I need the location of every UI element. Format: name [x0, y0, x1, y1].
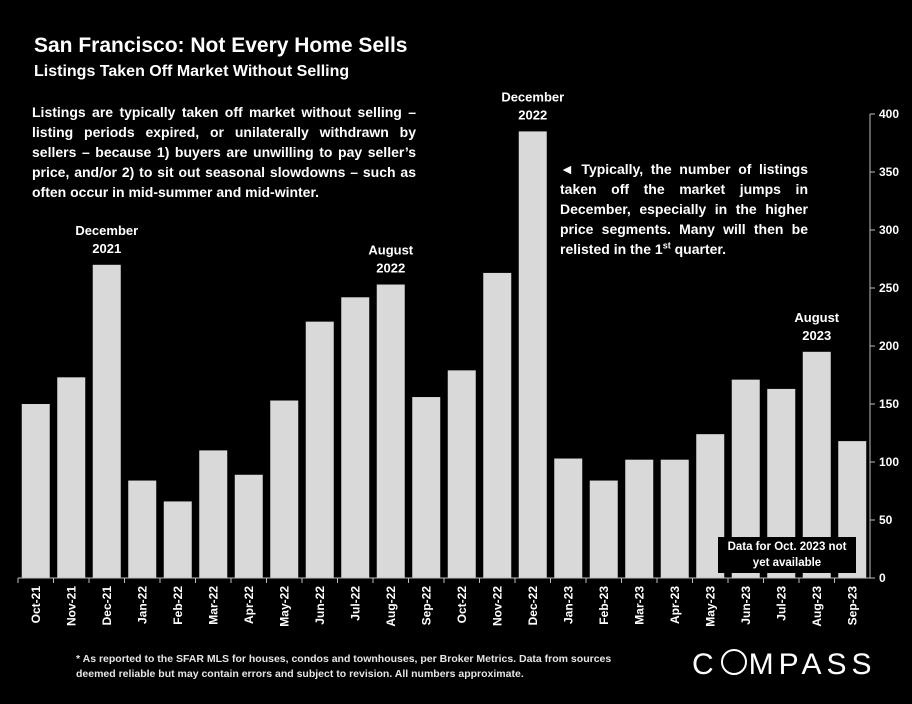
bar-Apr-23 [660, 459, 689, 578]
x-tick-label: Feb-23 [597, 586, 611, 625]
x-tick-label: Apr-22 [242, 586, 256, 624]
annotation-label: 2021 [92, 241, 121, 256]
bar-annotations: December 2021 August 2022 December 2022 August… [75, 89, 839, 342]
december-note: ◄ Typically, the number of listings take… [560, 159, 808, 259]
bar-Jan-22 [128, 480, 157, 578]
bar-Mar-23 [625, 459, 654, 578]
x-tick-label: Jul-22 [348, 586, 362, 621]
logo-letter-c: C [692, 648, 719, 681]
left-arrow-icon: ◄ [560, 161, 574, 177]
x-tick-label: Jun-23 [739, 586, 753, 625]
annotation-label: 2022 [518, 107, 547, 122]
x-tick-label: Apr-23 [668, 586, 682, 624]
bar-Nov-21 [57, 377, 86, 578]
x-tick-label: Aug-23 [810, 586, 824, 627]
y-axis: 0 50 100 150 200 250 300 350 400 [18, 107, 899, 585]
x-tick-label: Dec-22 [526, 586, 540, 626]
x-tick-label: May-22 [277, 586, 291, 627]
y-tick-label: 150 [879, 397, 899, 411]
x-tick-label: Sep-23 [845, 586, 859, 626]
y-tick-label: 200 [879, 339, 899, 353]
x-tick-label: Jun-22 [313, 586, 327, 625]
x-tick-label: May-23 [703, 586, 717, 627]
compass-logo: C MPASS [692, 648, 876, 682]
annotation-label: August [368, 243, 413, 258]
x-tick-label: Nov-21 [64, 586, 78, 626]
x-tick-label: Dec-21 [100, 586, 114, 626]
y-tick-label: 300 [879, 223, 899, 237]
note-text-end: quarter. [670, 241, 726, 257]
y-tick-label: 50 [879, 513, 893, 527]
x-tick-labels: Oct-21 Nov-21 Dec-21 Jan-22 Feb-22 Mar-22 Apr-… [17, 578, 859, 627]
bar-Jun-22 [305, 321, 334, 578]
bars-layer [21, 131, 867, 578]
bar-Jan-23 [554, 458, 583, 578]
logo-letters: MPASS [748, 648, 877, 681]
y-tick-label: 250 [879, 281, 899, 295]
x-tick-label: Mar-23 [632, 586, 646, 625]
bar-Oct-21 [21, 404, 50, 578]
bar-Oct-22 [447, 370, 476, 578]
logo-ring-icon [720, 649, 747, 675]
y-tick-label: 100 [879, 455, 899, 469]
bar-Feb-23 [589, 480, 618, 578]
chart-subtitle: Listings Taken Off Market Without Sellin… [34, 63, 350, 80]
no-data-note: Data for Oct. 2023 not yet available [718, 537, 856, 573]
note-text: Typically, the number of listings taken … [560, 161, 808, 257]
intro-text: Listings are typically taken off market … [32, 102, 416, 204]
annotation-label: December [501, 89, 564, 104]
x-tick-label: Oct-21 [29, 586, 43, 624]
x-tick-label: Jan-23 [561, 586, 575, 624]
bar-Feb-22 [163, 501, 192, 578]
bar-Mar-22 [199, 450, 228, 578]
bar-May-22 [270, 400, 299, 578]
annotation-label: 2022 [376, 261, 405, 276]
x-tick-label: Aug-22 [384, 586, 398, 627]
bar-Sep-22 [412, 397, 441, 578]
annotation-label: 2023 [802, 328, 831, 343]
annotation-label: December [75, 223, 138, 238]
annotation-label: August [794, 310, 839, 325]
y-tick-label: 350 [879, 165, 899, 179]
bar-Aug-22 [376, 284, 405, 578]
bar-Jul-22 [341, 297, 370, 578]
x-tick-label: Nov-22 [490, 586, 504, 626]
x-tick-label: Jan-22 [135, 586, 149, 624]
bar-Apr-22 [234, 474, 263, 578]
x-tick-label: Sep-22 [419, 586, 433, 626]
bar-Dec-22 [518, 131, 547, 578]
y-tick-label: 0 [879, 571, 886, 585]
note-superscript: st [662, 240, 671, 251]
footnote: * As reported to the SFAR MLS for houses… [76, 653, 612, 680]
chart-title: San Francisco: Not Every Home Sells [34, 34, 408, 57]
bar-Nov-22 [483, 272, 512, 578]
bar-Dec-21 [92, 264, 121, 578]
y-tick-label: 400 [879, 107, 899, 121]
x-tick-label: Oct-22 [455, 586, 469, 624]
x-tick-label: Feb-22 [171, 586, 185, 625]
x-tick-label: Jul-23 [774, 586, 788, 621]
x-tick-label: Mar-22 [206, 586, 220, 625]
